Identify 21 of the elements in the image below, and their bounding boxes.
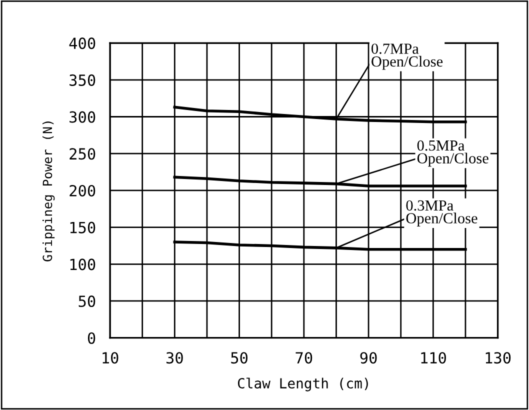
x-tick-label: 90 xyxy=(360,352,377,364)
text: 0.7MPa Open/Close xyxy=(372,44,443,70)
series-label: 0.5MPa Open/Close xyxy=(417,140,488,167)
x-tick-label: 130 xyxy=(486,352,511,364)
x-tick-label: 70 xyxy=(296,352,312,364)
y-tick-label: 100 xyxy=(70,258,96,270)
y-tick-label: 250 xyxy=(70,148,96,160)
y-tick-label: 400 xyxy=(69,38,96,50)
series-label: 0.3MPa Open/Close xyxy=(406,200,478,227)
y-tick-label: 350 xyxy=(70,74,96,86)
y-tick-label: 300 xyxy=(70,111,96,123)
y-tick-label: 0 xyxy=(88,332,96,344)
x-tick-label: 10 xyxy=(102,352,118,364)
y-axis-title: Grippineg Power (N) xyxy=(42,122,55,262)
y-tick-label: 150 xyxy=(70,222,96,234)
y-tick-label: 50 xyxy=(78,295,96,308)
y-tick-label: 200 xyxy=(70,184,96,197)
x-tick-label: 30 xyxy=(166,352,183,364)
x-tick-label: 50 xyxy=(231,352,248,364)
x-tick-label: 110 xyxy=(421,352,446,364)
x-axis-title: Claw Length (cm) xyxy=(238,378,368,392)
